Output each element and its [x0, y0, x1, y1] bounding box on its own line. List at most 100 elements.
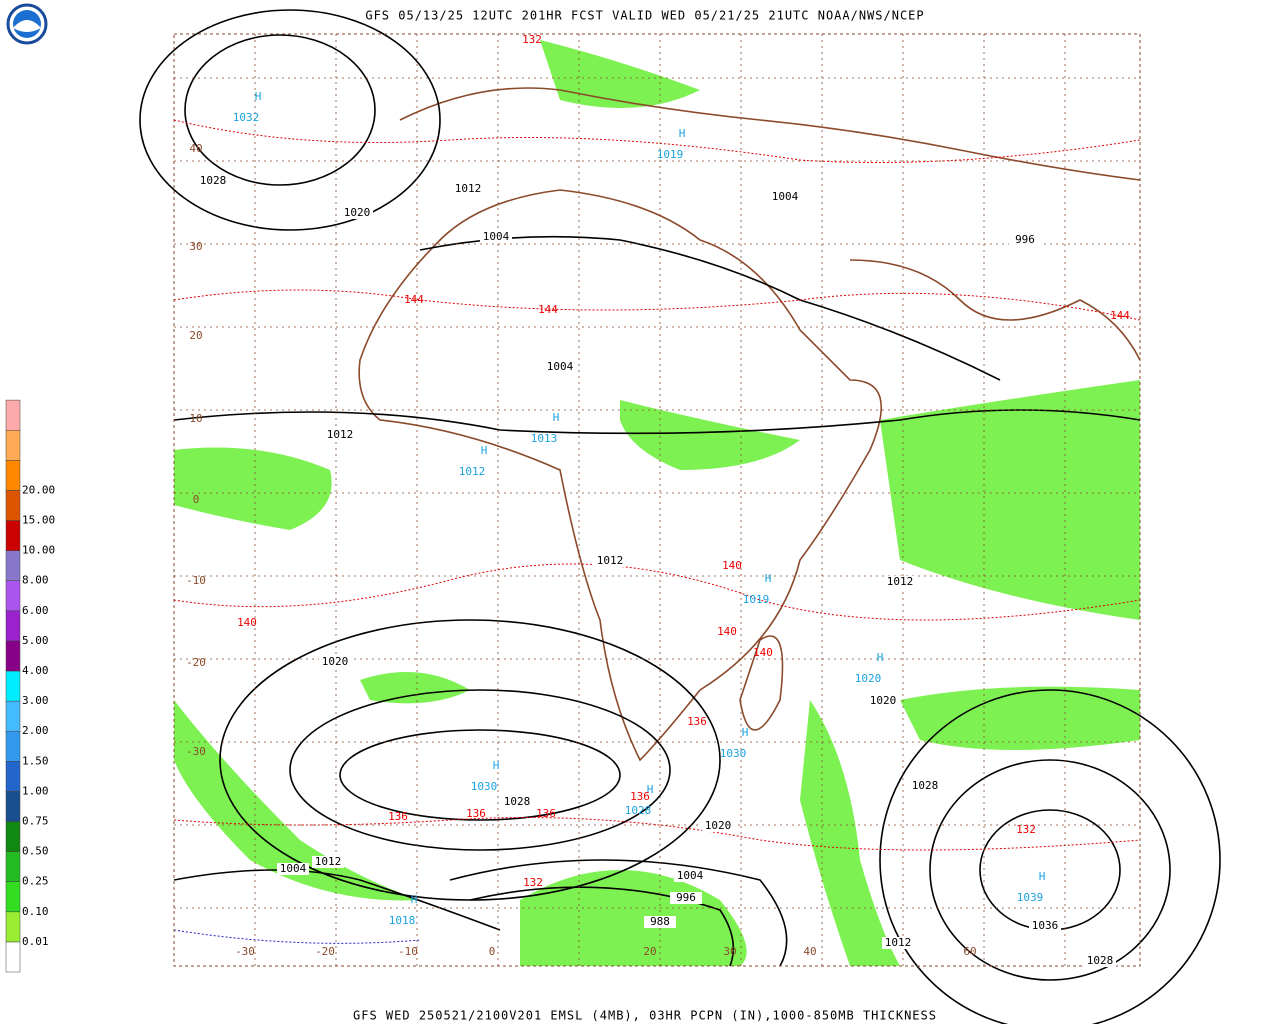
thickness-label: 136 [630, 790, 650, 803]
thickness-label: 140 [717, 625, 737, 638]
isobar-label-bg [882, 937, 914, 949]
latitude-label: -10 [186, 574, 206, 587]
isobar-label-bg [277, 863, 309, 875]
legend-swatch [5, 429, 21, 461]
high-symbol: H [877, 651, 884, 664]
legend-label: 4.00 [22, 664, 49, 677]
isobar-label-bg [319, 656, 351, 668]
legend-label: 20.00 [22, 483, 55, 496]
coastlines [358, 87, 1141, 762]
longitude-label: 0 [489, 945, 496, 958]
isobar-label-bg [501, 796, 533, 808]
legend-swatch [5, 640, 21, 672]
map-title: GFS 05/13/25 12UTC 201HR FCST VALID WED … [365, 9, 924, 23]
isobar-label: 988 [650, 915, 670, 928]
high-symbol: H [1039, 870, 1046, 883]
isobar-label: 1020 [344, 206, 371, 219]
isobar-label-bg [1084, 955, 1116, 967]
latitude-label: 20 [189, 329, 202, 342]
high-pressure: 1018 [389, 914, 416, 927]
isobar-label: 1028 [504, 795, 531, 808]
legend-label: 0.01 [22, 935, 49, 948]
graticule [174, 34, 1140, 966]
legend-swatch [5, 911, 21, 943]
legend-label: 2.00 [22, 724, 49, 737]
map-footer: GFS WED 250521/2100V201 EMSL (4MB), 03HR… [353, 1009, 937, 1023]
high-symbol: H [493, 759, 500, 772]
legend-swatch [5, 881, 21, 913]
latitude-label: 10 [189, 412, 202, 425]
legend-swatch [5, 730, 21, 762]
thickness-label: 132 [523, 876, 543, 889]
legend-label: 0.25 [22, 875, 49, 888]
thickness-label: 136 [388, 810, 408, 823]
legend-label: 6.00 [22, 604, 49, 617]
legend-swatch [5, 610, 21, 642]
isobar-label: 1012 [887, 575, 914, 588]
thickness-label: 136 [687, 715, 707, 728]
isobar-label-bg [594, 555, 626, 567]
thickness-label: 132 [522, 33, 542, 46]
legend-swatch [5, 460, 21, 491]
isobar-label: 996 [676, 891, 696, 904]
isobar-label: 996 [1015, 233, 1035, 246]
legend-swatch [5, 821, 21, 852]
isobar-label-bg [480, 231, 512, 243]
isobar-label-bg [909, 780, 941, 792]
isobar-label: 1012 [455, 182, 482, 195]
legend-label: 1.50 [22, 754, 49, 767]
longitude-label: -10 [398, 945, 418, 958]
longitude-label: -30 [235, 945, 255, 958]
thickness-label: 136 [466, 807, 486, 820]
high-symbol: H [679, 127, 686, 140]
legend-label: 15.00 [22, 514, 55, 527]
thickness-label: 140 [237, 616, 257, 629]
thickness-label: 144 [538, 303, 558, 316]
longitude-label: 40 [803, 945, 816, 958]
longitude-label: 20 [643, 945, 656, 958]
isobar-label: 1012 [885, 936, 912, 949]
longitude-label: 30 [723, 945, 736, 958]
high-pressure: 1028 [625, 804, 652, 817]
map-labels: 40 30 20 10 0 -10 -20 -30 -30 -20 -10 0 20 30 40 60 H 103… [186, 33, 1130, 967]
isobar-label-bg [769, 191, 801, 203]
legend-swatch [5, 670, 21, 702]
latitude-label: 0 [193, 493, 200, 506]
latitude-label: 30 [189, 240, 202, 253]
thickness-label: 140 [722, 559, 742, 572]
legend-label: 0.75 [22, 815, 49, 828]
thickness-label: 132 [1016, 823, 1036, 836]
isobar-label: 1004 [772, 190, 799, 203]
isobar-label: 1004 [280, 862, 307, 875]
high-pressure: 1030 [720, 747, 747, 760]
isobar-label-bg [670, 892, 702, 904]
latitude-label: -20 [186, 656, 206, 669]
legend-swatch [5, 399, 21, 431]
legend-swatch [5, 851, 21, 882]
high-symbol: H [742, 726, 749, 739]
isobar-label: 1012 [327, 428, 354, 441]
isobar-label: 1028 [200, 174, 227, 187]
isobar-label-bg [1029, 920, 1061, 932]
isobar-label-bg [544, 361, 576, 373]
high-symbol: H [255, 90, 262, 103]
legend-label: 0.10 [22, 905, 49, 918]
high-pressure: 1012 [459, 465, 486, 478]
precip-legend: 0.01 0.10 0.25 0.50 0.75 1.00 1.50 2.00 3.00 4.00… [5, 399, 55, 973]
isobar-label: 1004 [677, 869, 704, 882]
legend-swatch [5, 941, 21, 973]
isobar-label: 1004 [483, 230, 510, 243]
legend-swatch [5, 761, 21, 792]
longitude-label: 60 [963, 945, 976, 958]
longitude-label: -20 [315, 945, 335, 958]
high-pressure: 1020 [855, 672, 882, 685]
high-symbol: H [765, 572, 772, 585]
isobar-label: 1012 [315, 855, 342, 868]
latitude-label: -30 [186, 745, 206, 758]
thickness [173, 119, 1141, 944]
legend-label: 8.00 [22, 574, 49, 587]
legend-swatch [5, 490, 21, 521]
isobar-label: 1028 [1087, 954, 1114, 967]
thickness-label: 136 [536, 807, 556, 820]
high-pressure: 1019 [657, 148, 684, 161]
